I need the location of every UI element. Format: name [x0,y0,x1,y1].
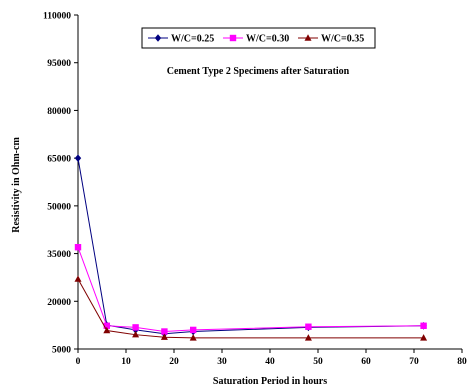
data-point [103,322,110,329]
legend-marker [154,34,162,42]
legend-label: W/C=0.30 [246,34,289,45]
data-point [305,323,312,330]
series-w-c-0-30 [74,244,427,335]
legend: W/C=0.25 W/C=0.30 W/C=0.35 [141,27,376,49]
series-w-c-0-25 [74,154,427,338]
x-tick-label: 60 [361,357,371,367]
legend-label: W/C=0.35 [321,34,364,45]
tick-labels: 5000 20000 35000 50000 65000 80000 95000 110000… [43,12,467,368]
data-point [420,322,427,329]
legend-label: W/C=0.25 [171,34,214,45]
data-point [420,334,428,341]
legend-item: W/C=0.25 [148,34,214,45]
y-tick-label: 50000 [47,202,71,212]
y-axis-label: Resistivity in Ohm-cm [11,137,22,233]
x-tick-label: 50 [313,357,323,367]
data-point [190,326,197,334]
x-tick-label: 0 [76,357,81,367]
y-tick-label: 20000 [47,298,71,308]
legend-item: W/C=0.30 [223,34,289,45]
y-tick-label: 5000 [52,346,71,356]
y-tick-label: 80000 [47,107,71,117]
y-tick-label: 35000 [47,250,71,260]
data-series [74,154,428,341]
chart-title: Cement Type 2 Specimens after Saturation [167,66,350,77]
x-tick-label: 40 [265,357,275,367]
legend-item: W/C=0.35 [298,34,364,45]
data-point [132,330,140,338]
legend-marker [229,34,237,42]
data-point [160,333,168,340]
data-point [132,324,139,331]
data-point [189,334,197,341]
x-tick-label: 10 [121,357,131,367]
series-line [77,158,424,335]
x-tick-label: 80 [457,357,467,367]
data-point [74,275,82,282]
x-tick-label: 20 [169,357,179,367]
x-tick-label: 30 [217,357,227,367]
data-point [74,244,82,251]
data-point [74,154,82,162]
legend-marker [304,34,312,41]
y-tick-label: 110000 [43,12,71,22]
data-point [103,326,111,334]
y-tick-label: 65000 [47,155,71,165]
x-tick-label: 70 [409,357,419,367]
y-tick-label: 95000 [47,59,71,69]
data-point [304,334,312,341]
series-w-c-0-35 [74,275,428,341]
data-point [161,328,168,335]
legend-box [141,27,376,49]
series-line [77,247,424,333]
x-axis-label: Saturation Period in hours [213,376,327,387]
